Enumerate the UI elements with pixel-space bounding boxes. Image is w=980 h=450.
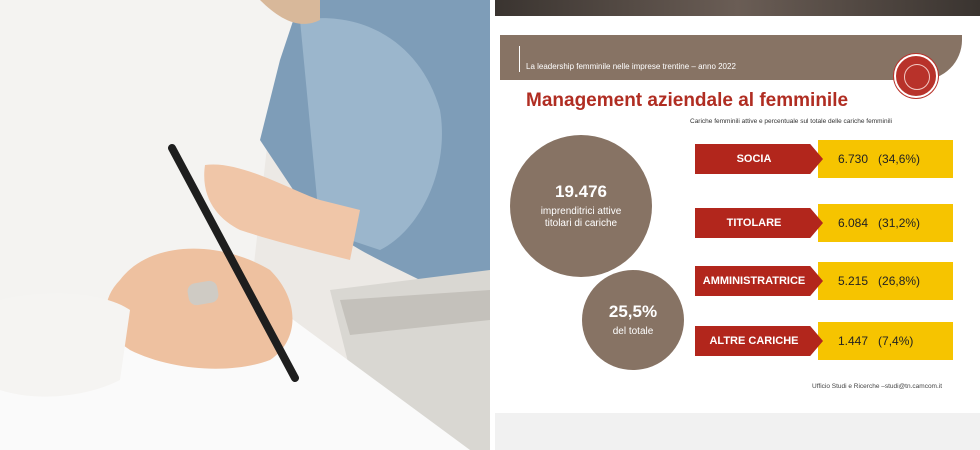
header-text: La leadership femminile nelle imprese tr…: [526, 62, 736, 71]
row-value-box: 5.215 (26,8%): [818, 262, 953, 300]
row-percent: (34,6%): [878, 152, 921, 166]
row-value: 1.447: [838, 334, 869, 348]
share-label: del totale: [612, 326, 654, 337]
infographic-slide: La leadership femminile nelle imprese tr…: [495, 0, 980, 450]
slide-subtitle: Cariche femminili attive e percentuale s…: [690, 118, 892, 125]
row-value: 6.084: [838, 216, 869, 230]
row-percent: (31,2%): [878, 216, 921, 230]
row-label: AMMINISTRATRICE: [695, 266, 823, 296]
total-value: 19.476: [555, 182, 607, 201]
share-circle: 25,5% del totale: [582, 270, 684, 370]
row-value: 5.215: [838, 274, 869, 288]
row-label: ALTRE CARICHE: [695, 326, 823, 356]
row-percent: (7,4%): [878, 334, 914, 348]
share-value: 25,5%: [608, 302, 658, 321]
slide-title: Management aziendale al femminile: [526, 90, 849, 111]
row-value-box: 1.447 (7,4%): [818, 322, 953, 360]
row-value-box: 6.084 (31,2%): [818, 204, 953, 242]
photo-woman-writing-with-baby: [0, 0, 490, 450]
row-titolare: 6.084 (31,2%) TITOLARE: [695, 204, 955, 242]
row-value-box: 6.730 (34,6%): [818, 140, 953, 178]
row-label: SOCIA: [695, 144, 823, 174]
row-percent: (26,8%): [878, 274, 921, 288]
row-socia: 6.730 (34,6%) SOCIA: [695, 140, 955, 178]
row-value: 6.730: [838, 152, 869, 166]
chamber-of-commerce-seal-icon: [894, 54, 938, 98]
total-label-1: imprenditrici attive: [540, 206, 622, 217]
bottom-bar: [495, 413, 980, 450]
total-label-2: titolari di cariche: [544, 218, 618, 229]
total-circle: 19.476 imprenditrici attive titolari di …: [510, 135, 652, 277]
header-band: [500, 35, 962, 80]
footer-credit: Ufficio Studi e Ricerche –studi@tn.camco…: [812, 383, 943, 390]
row-label: TITOLARE: [695, 208, 823, 238]
row-amministratrice: 5.215 (26,8%) AMMINISTRATRICE: [695, 262, 955, 300]
row-altre-cariche: 1.447 (7,4%) ALTRE CARICHE: [695, 322, 955, 360]
top-strip: [495, 0, 980, 16]
header-divider: [519, 46, 520, 72]
